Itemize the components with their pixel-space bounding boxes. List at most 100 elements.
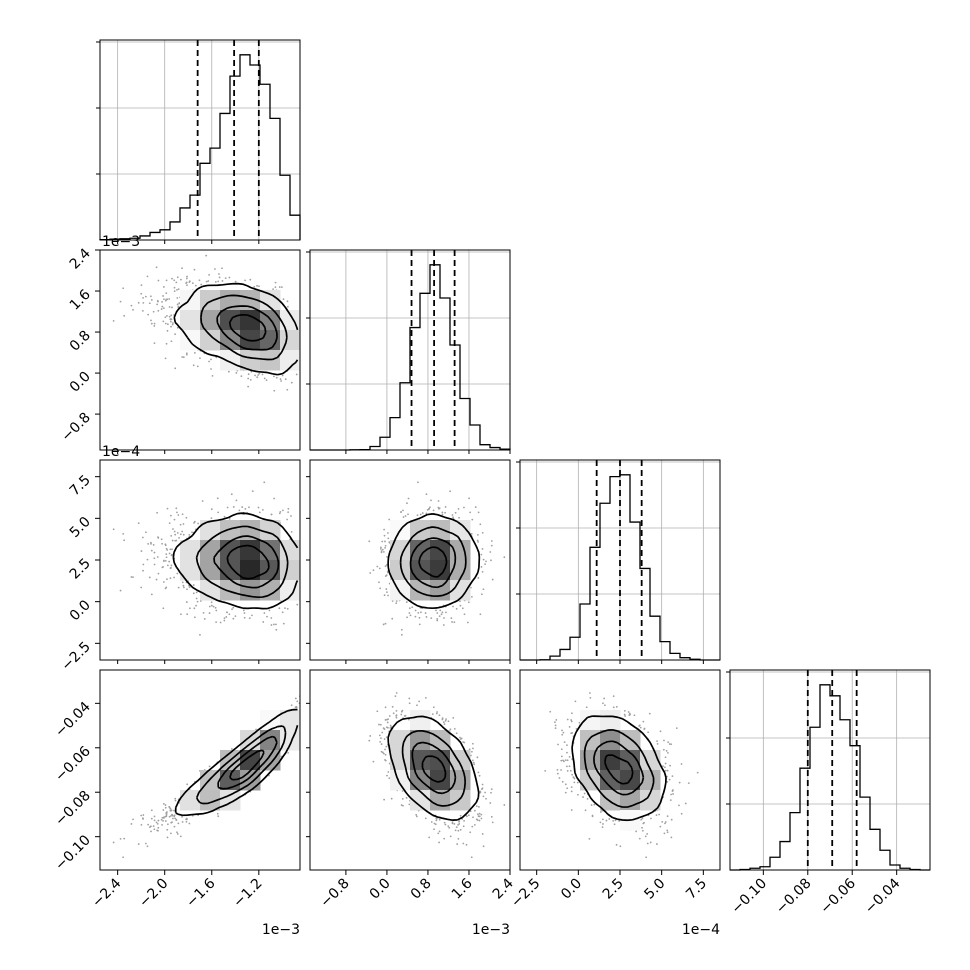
density-cell (220, 790, 241, 811)
scatter-point (570, 732, 573, 735)
y-tick-label: 0.0 (67, 597, 94, 624)
scatter-point (480, 813, 483, 816)
scatter-point (457, 837, 460, 840)
scatter-point (573, 781, 576, 784)
scatter-point (376, 565, 379, 568)
density-cell (600, 730, 621, 751)
x-tick-label: −0.10 (729, 876, 771, 918)
scatter-point (624, 715, 626, 717)
scatter-point (257, 506, 260, 509)
scatter-point (170, 815, 172, 817)
scatter-point (150, 299, 153, 301)
scatter-point (635, 830, 638, 833)
scatter-point (224, 277, 227, 280)
scatter-point (400, 713, 403, 716)
scatter-point (449, 490, 452, 493)
scatter-point (302, 337, 304, 339)
scatter-point (599, 811, 602, 813)
scatter-point (266, 615, 268, 618)
scatter-point (300, 545, 302, 547)
scatter-point (166, 578, 168, 581)
scatter-point (455, 732, 458, 735)
scatter-point (570, 786, 573, 789)
scatter-point (425, 493, 428, 496)
scatter-point (185, 516, 188, 519)
scatter-point (171, 277, 173, 280)
scatter-point (476, 539, 479, 542)
density-cell (390, 540, 411, 561)
scatter-point (584, 809, 587, 812)
scatter-point (490, 544, 493, 547)
scatter-point (666, 815, 669, 818)
scatter-point (602, 823, 604, 825)
scatter-point (378, 723, 380, 726)
scatter-point (205, 254, 208, 257)
scatter-point (391, 617, 394, 620)
scatter-point (275, 376, 278, 379)
scatter-point (156, 556, 159, 558)
scatter-point (300, 333, 302, 335)
scatter-point (468, 748, 471, 751)
scatter-point (263, 481, 266, 484)
scatter-point (186, 275, 188, 278)
scatter-point (281, 611, 284, 614)
scatter-point (684, 802, 687, 805)
scatter-point (469, 511, 472, 514)
scatter-point (301, 727, 303, 729)
scatter-point (394, 695, 397, 698)
scatter-point (137, 843, 140, 845)
scatter-point (161, 816, 164, 819)
density-cell (390, 750, 411, 771)
contour-line (195, 525, 289, 599)
scatter-point (189, 607, 191, 610)
scatter-point (664, 769, 667, 772)
scatter-point (378, 734, 381, 737)
scatter-point (641, 817, 644, 820)
density-cell (620, 750, 641, 771)
scatter-point (380, 737, 382, 740)
scatter-point (258, 372, 261, 375)
scatter-point (146, 845, 149, 848)
scatter-point (455, 826, 458, 829)
scatter-point (443, 821, 446, 824)
scatter-point (155, 266, 158, 269)
scatter-point (433, 828, 435, 831)
scatter-point (390, 797, 393, 800)
scatter-point (388, 715, 391, 717)
scatter-point (477, 577, 480, 579)
scatter-point (166, 564, 169, 567)
panel-content (112, 254, 304, 392)
scatter-point (432, 706, 435, 709)
scatter-point (157, 819, 160, 822)
scatter-point (386, 726, 389, 729)
scatter-point (414, 615, 417, 618)
scatter-point (558, 777, 561, 779)
scatter-point (564, 791, 567, 794)
scatter-point (386, 721, 389, 724)
scatter-point (177, 305, 180, 308)
scatter-point (164, 804, 167, 806)
scatter-point (473, 763, 476, 766)
scatter-point (555, 719, 558, 721)
scatter-point (176, 297, 179, 299)
scatter-point (383, 728, 386, 730)
scatter-point (503, 556, 506, 559)
scatter-point (166, 507, 169, 510)
scatter-point (666, 769, 669, 772)
density-cell (260, 580, 281, 601)
scatter-point (650, 817, 652, 820)
density-cell (260, 540, 281, 561)
contour-line (399, 526, 467, 597)
scatter-point (376, 710, 379, 713)
scatter-point (445, 611, 447, 614)
scatter-point (453, 727, 456, 730)
scatter-point (168, 306, 171, 308)
scatter-point (300, 339, 302, 341)
scatter-point (192, 364, 195, 367)
scatter-point (142, 814, 145, 816)
scatter-point (670, 743, 673, 746)
scatter-point (165, 342, 168, 345)
scatter-point (286, 300, 289, 303)
scatter-point (172, 528, 174, 530)
scatter-point (180, 278, 182, 281)
